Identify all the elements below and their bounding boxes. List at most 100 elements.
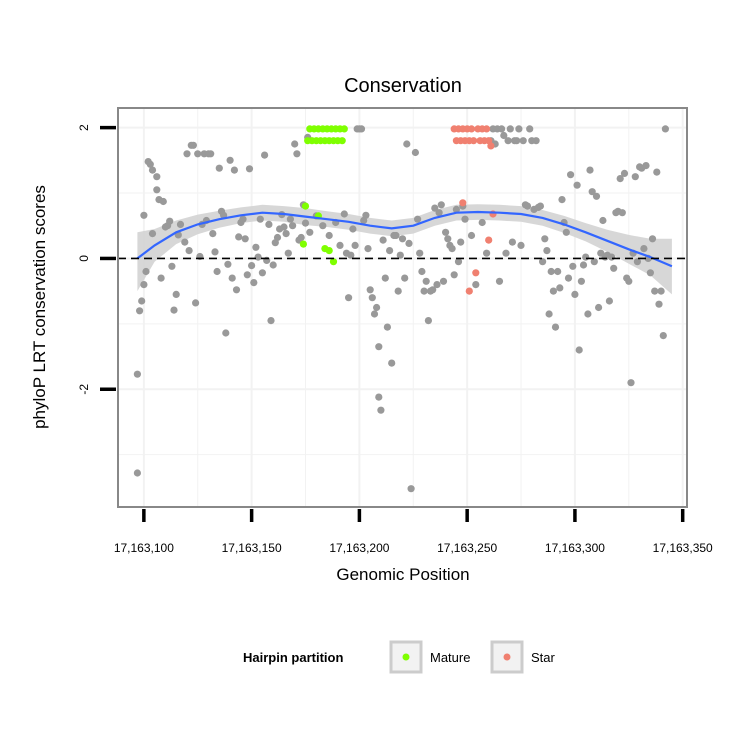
data-point-mature bbox=[340, 125, 348, 133]
data-point-other bbox=[183, 150, 191, 158]
data-point-other bbox=[532, 137, 540, 145]
data-point-other bbox=[519, 137, 527, 145]
data-point-other bbox=[159, 197, 167, 206]
data-point-other bbox=[651, 287, 659, 295]
data-point-mature bbox=[301, 202, 310, 210]
data-point-other bbox=[267, 317, 275, 325]
data-point-other bbox=[467, 231, 476, 240]
data-point-other bbox=[297, 233, 305, 242]
data-point-other bbox=[586, 166, 594, 174]
data-point-other bbox=[526, 125, 534, 133]
x-tick-label: 17,163,150 bbox=[222, 541, 282, 555]
data-point-other bbox=[340, 210, 348, 218]
data-point-other bbox=[189, 141, 197, 149]
data-point-other bbox=[405, 239, 413, 247]
data-point-other bbox=[207, 150, 215, 158]
data-point-other bbox=[176, 220, 185, 228]
data-point-other bbox=[450, 271, 458, 279]
data-point-other bbox=[345, 294, 353, 302]
data-point-other bbox=[209, 230, 217, 238]
data-point-other bbox=[192, 299, 200, 307]
data-point-other bbox=[215, 164, 223, 172]
data-point-other bbox=[140, 281, 148, 289]
data-point-other bbox=[140, 211, 148, 219]
smooth-layer bbox=[136, 210, 673, 268]
confidence-ribbon-layer bbox=[137, 204, 672, 295]
data-point-other bbox=[508, 238, 516, 246]
panel-border bbox=[117, 107, 688, 508]
data-point-other bbox=[439, 277, 448, 285]
data-point-other bbox=[502, 249, 510, 257]
data-point-other bbox=[616, 175, 624, 183]
data-point-mature bbox=[329, 258, 338, 266]
data-point-other bbox=[595, 303, 603, 312]
chart-title: Conservation bbox=[344, 75, 462, 97]
data-point-other bbox=[571, 290, 579, 298]
data-point-other bbox=[483, 249, 491, 257]
data-point-other bbox=[558, 196, 566, 204]
x-tick-label: 17,163,250 bbox=[437, 541, 497, 555]
data-point-other bbox=[245, 165, 254, 173]
data-point-other bbox=[642, 162, 650, 170]
data-point-mature bbox=[338, 137, 346, 145]
data-point-other bbox=[506, 125, 514, 133]
data-point-other bbox=[523, 202, 532, 210]
series-star bbox=[450, 125, 497, 295]
data-point-other bbox=[536, 202, 545, 210]
data-point-other bbox=[620, 169, 629, 177]
data-point-other bbox=[588, 188, 596, 196]
data-point-other bbox=[418, 267, 426, 276]
legend-key-mature bbox=[402, 653, 410, 661]
data-point-other bbox=[148, 166, 157, 174]
data-point-other bbox=[618, 209, 626, 217]
data-point-other bbox=[424, 317, 432, 325]
data-point-other bbox=[577, 277, 586, 285]
data-point-other bbox=[457, 238, 465, 246]
data-point-other bbox=[564, 274, 573, 282]
data-point-other bbox=[633, 258, 642, 266]
data-point-other bbox=[181, 238, 189, 246]
data-point-other bbox=[403, 140, 411, 148]
data-point-other bbox=[657, 287, 665, 295]
data-point-other bbox=[422, 277, 430, 285]
data-point-other bbox=[648, 235, 657, 243]
data-point-other bbox=[224, 260, 232, 268]
data-point-other bbox=[478, 218, 486, 227]
data-point-other bbox=[416, 249, 424, 257]
data-point-other bbox=[319, 222, 327, 230]
x-axis-title: Genomic Position bbox=[336, 565, 469, 584]
data-point-other bbox=[153, 186, 161, 194]
data-point-other bbox=[541, 235, 549, 243]
data-point-other bbox=[539, 258, 547, 266]
data-point-other bbox=[349, 225, 357, 233]
data-point-other bbox=[185, 247, 193, 255]
data-point-other bbox=[347, 251, 355, 259]
data-point-other bbox=[226, 156, 234, 164]
data-point-other bbox=[250, 279, 258, 287]
confidence-ribbon bbox=[137, 204, 672, 295]
data-point-other bbox=[373, 303, 381, 312]
data-point-other bbox=[573, 181, 581, 189]
data-point-other bbox=[133, 370, 141, 378]
data-point-other bbox=[243, 271, 251, 279]
data-point-other bbox=[631, 173, 639, 181]
data-point-other bbox=[351, 241, 359, 249]
data-point-other bbox=[556, 284, 564, 292]
data-point-other bbox=[653, 168, 661, 176]
data-point-other bbox=[394, 287, 402, 295]
data-point-other bbox=[398, 235, 407, 243]
data-point-star bbox=[465, 287, 473, 295]
smooth-line bbox=[136, 210, 673, 268]
data-point-other bbox=[379, 236, 387, 244]
data-point-other bbox=[554, 267, 562, 276]
data-point-star bbox=[487, 142, 495, 150]
series-mature bbox=[299, 125, 348, 266]
data-point-other bbox=[157, 274, 165, 282]
data-point-other bbox=[547, 267, 555, 276]
data-point-other bbox=[168, 262, 176, 270]
data-point-star bbox=[470, 137, 478, 145]
x-tick-label: 17,163,200 bbox=[329, 541, 389, 555]
data-point-other bbox=[498, 125, 506, 133]
data-point-other bbox=[153, 173, 161, 181]
